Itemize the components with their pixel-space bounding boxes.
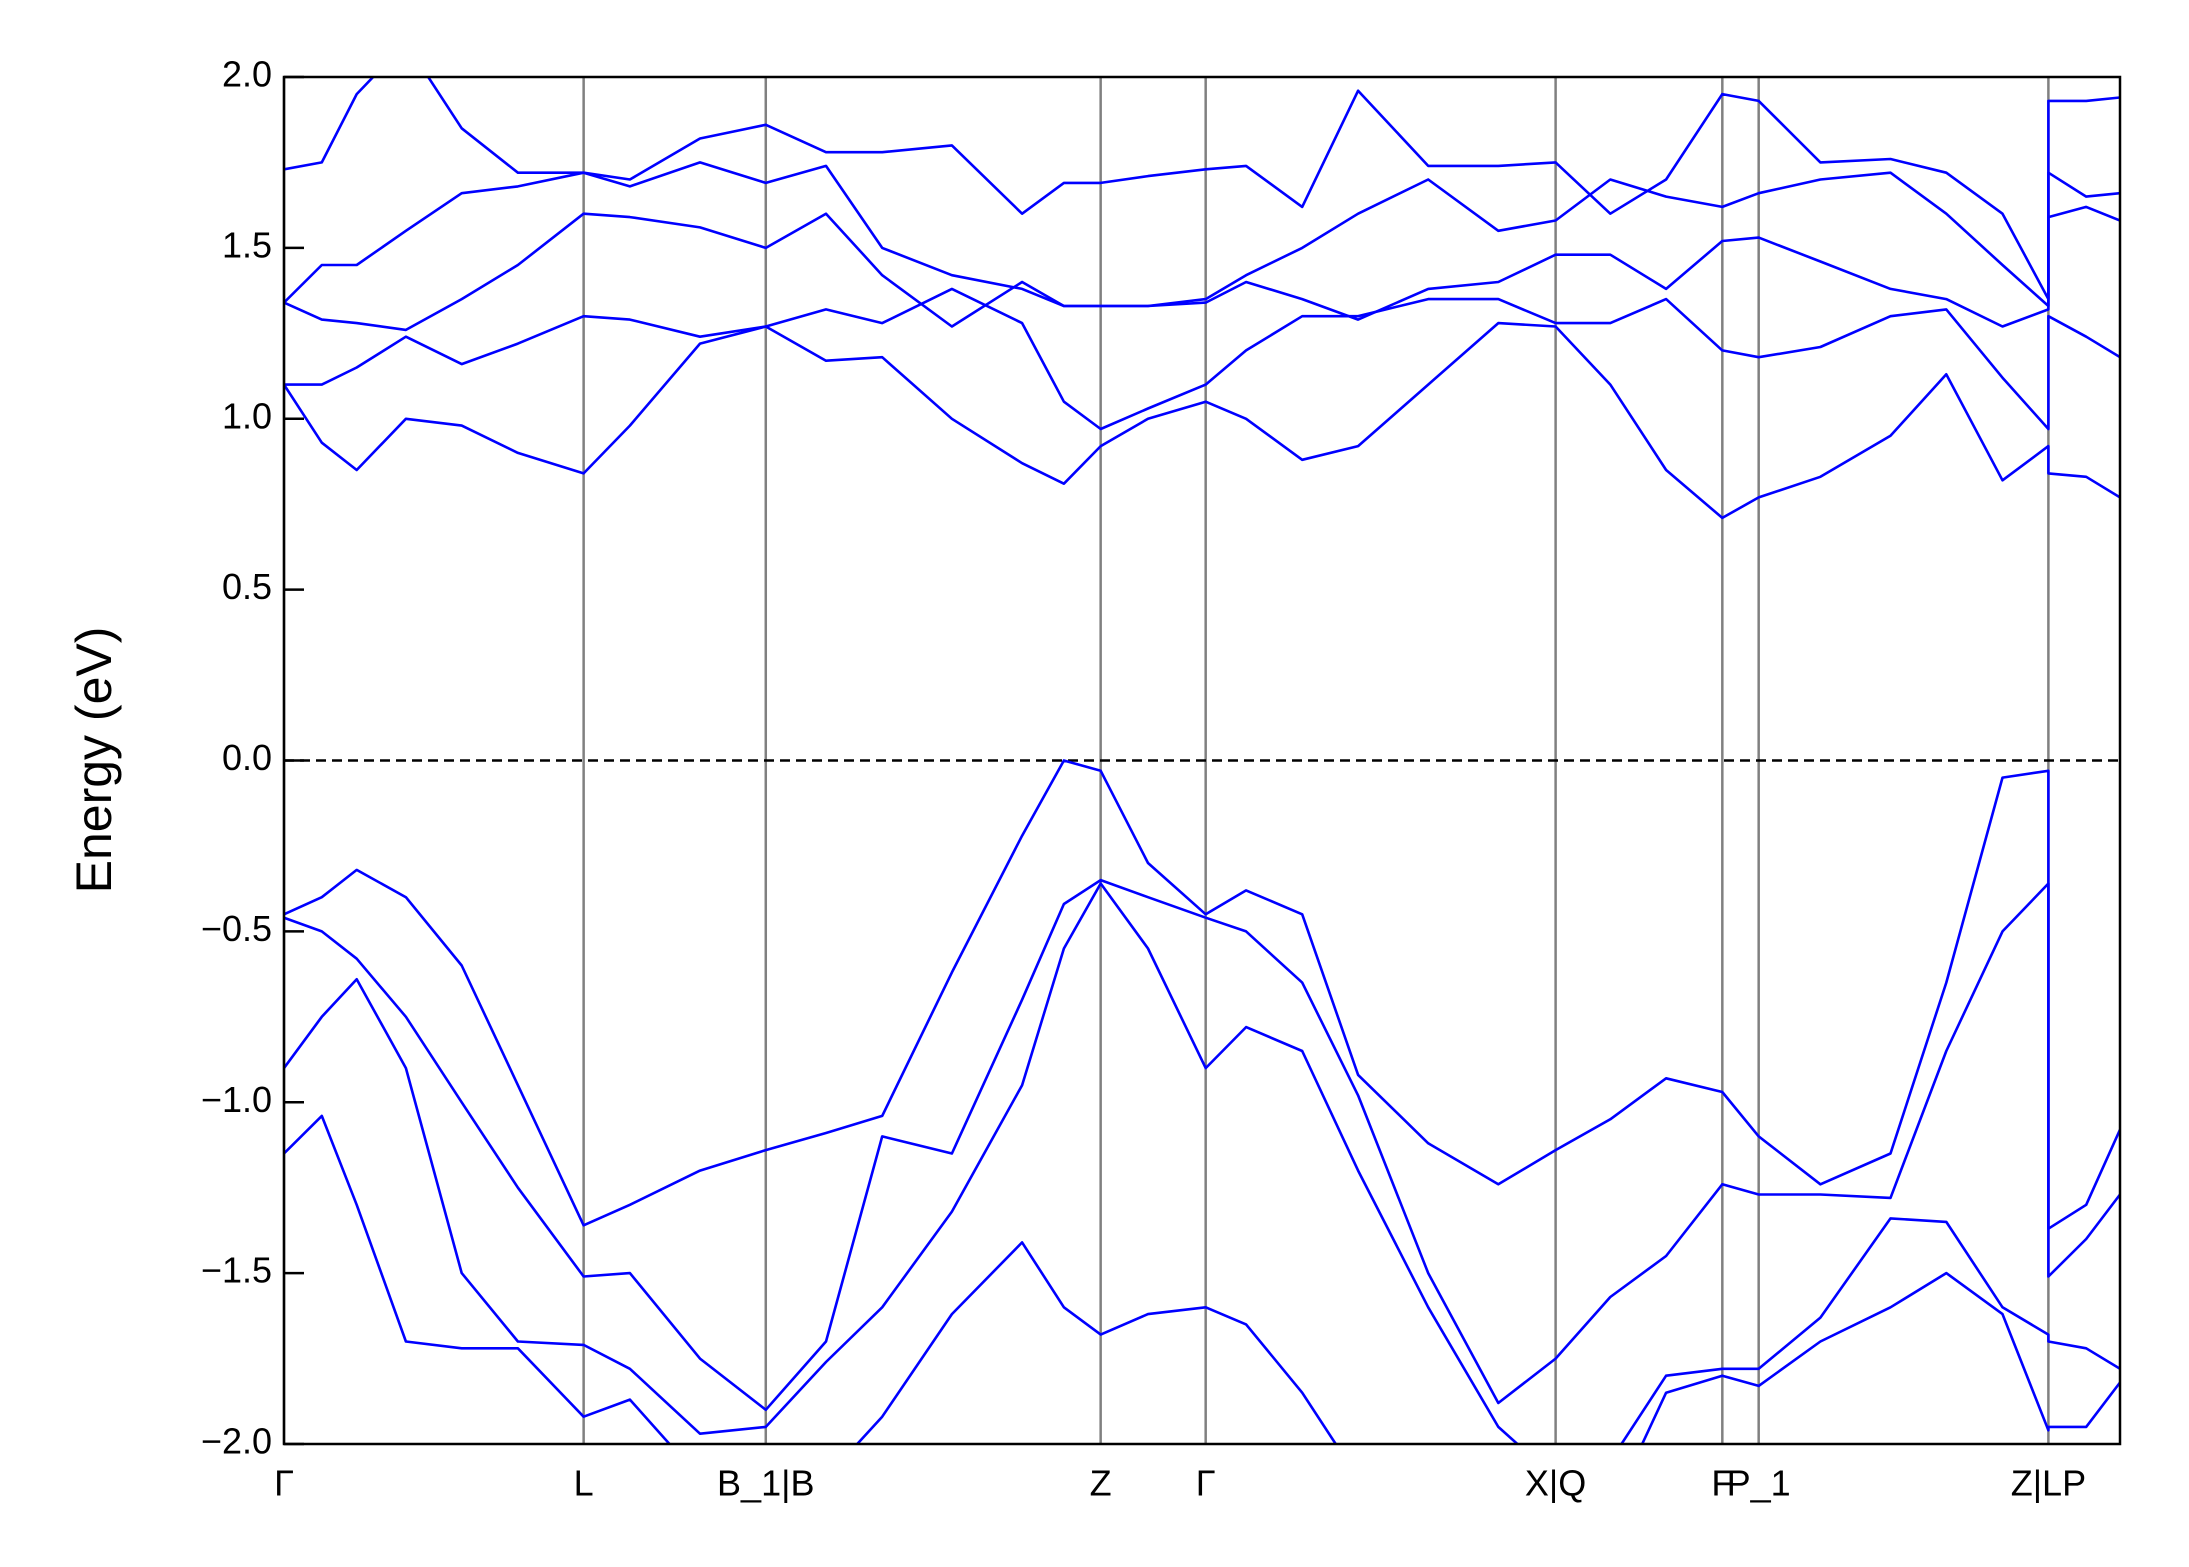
y-tick-label: 1.5 [222, 224, 272, 265]
x-tick-label: F [1711, 1463, 1733, 1504]
x-tick-label: Γ [1196, 1463, 1216, 1504]
plot-frame [282, 75, 2122, 1446]
y-tick-label: 0.0 [222, 737, 272, 778]
band [284, 161, 2120, 308]
y-tick-label: −1.0 [201, 1079, 272, 1120]
x-tick-label: Γ [274, 1463, 294, 1504]
band [284, 878, 2120, 1412]
x-tick-label: L [574, 1463, 594, 1504]
band [284, 1114, 2120, 1444]
y-tick-label: −0.5 [201, 908, 272, 949]
y-axis-label: Energy (eV) [66, 627, 122, 894]
y-tick-label: −2.0 [201, 1421, 272, 1462]
band [284, 287, 2120, 431]
y-tick-label: 2.0 [222, 54, 272, 95]
band [284, 205, 2120, 332]
x-tick-label: P_1 [1727, 1463, 1791, 1504]
band [284, 759, 2120, 1230]
x-tick-label: B_1|B [717, 1463, 814, 1504]
x-tick-label: Z|LP [2011, 1463, 2086, 1504]
band [284, 77, 2120, 301]
y-tick-label: 0.5 [222, 566, 272, 607]
band [284, 321, 2120, 520]
y-tick-label: −1.5 [201, 1250, 272, 1291]
bands [284, 77, 2120, 1444]
x-tick-label: Z [1090, 1463, 1112, 1504]
band [284, 882, 2120, 1444]
x-tick-label: X|Q [1525, 1463, 1586, 1504]
y-tick-label: 1.0 [222, 395, 272, 436]
